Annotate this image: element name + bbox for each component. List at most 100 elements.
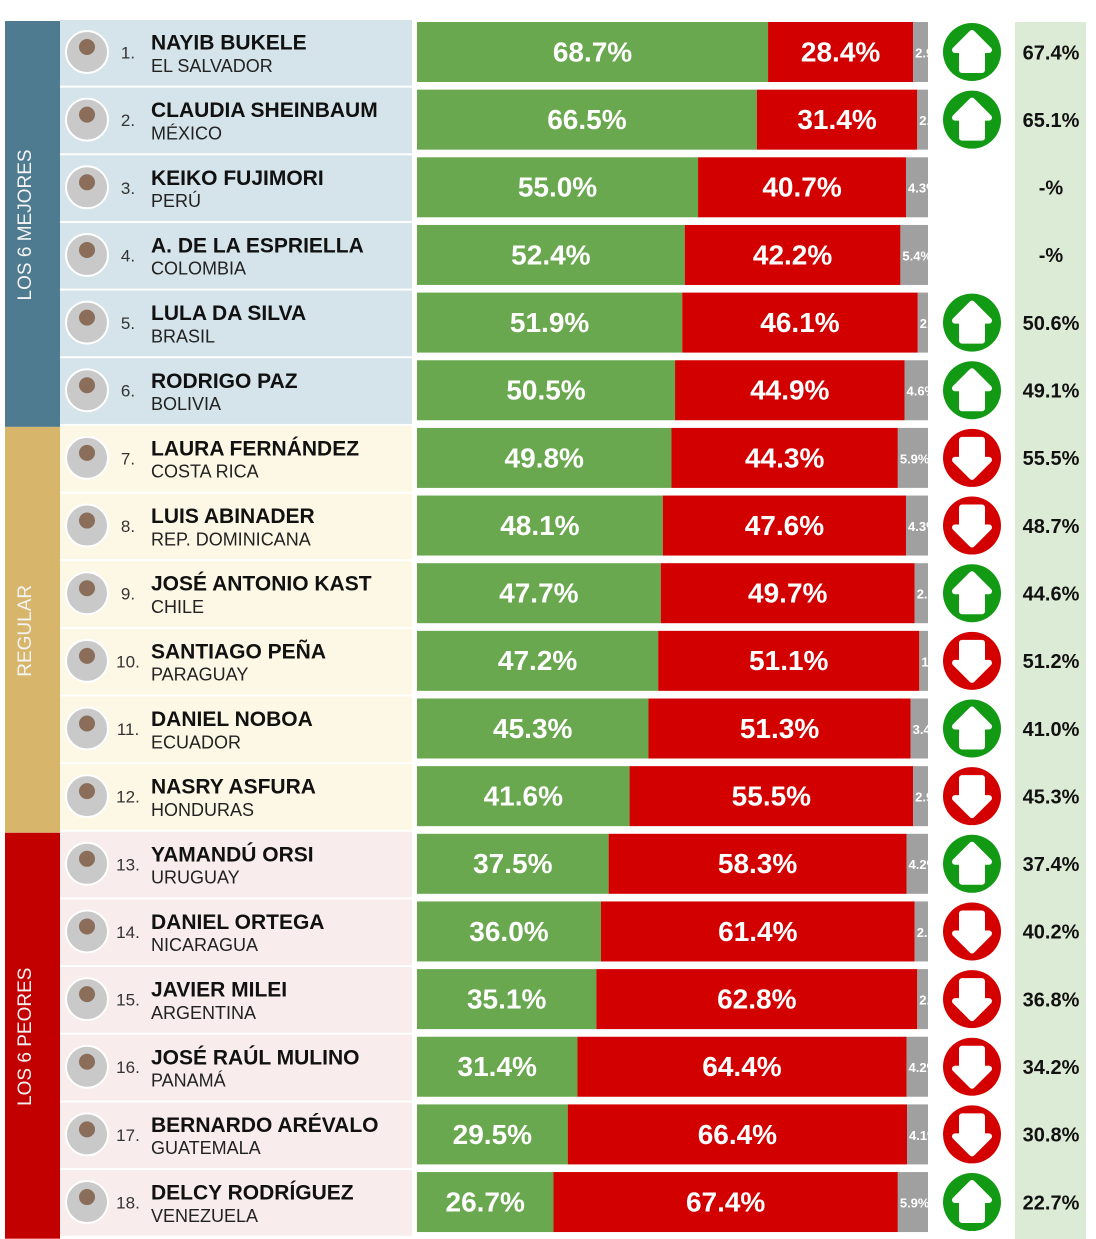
bar-label: 44.3% (745, 442, 824, 473)
leader-name: NAYIB BUKELE (151, 32, 307, 55)
leader-name: DELCY RODRÍGUEZ (151, 1182, 354, 1205)
country: GUATEMALA (151, 1138, 261, 1158)
previous-value: -% (1039, 245, 1064, 267)
photo-head (79, 241, 95, 258)
country: EL SALVADOR (151, 56, 273, 76)
leader-name: CLAUDIA SHEINBAUM (151, 99, 378, 122)
photo-head (79, 444, 95, 461)
rank: 15. (116, 991, 140, 1010)
photo-head (79, 580, 95, 597)
bar-label-small: 4.3% (908, 181, 938, 196)
bar-label: 51.3% (740, 713, 819, 744)
bar-label: 51.1% (749, 645, 828, 676)
bar-segment (914, 563, 928, 624)
bar-label: 52.4% (511, 239, 590, 270)
rank: 6. (121, 382, 135, 401)
previous-value: 30.8% (1023, 1125, 1080, 1147)
previous-value: 51.2% (1023, 651, 1080, 673)
rank: 13. (116, 855, 140, 874)
photo-head (79, 1121, 95, 1138)
previous-value: 65.1% (1023, 110, 1080, 132)
group-label: REGULAR (15, 585, 36, 677)
photo-head (79, 309, 95, 326)
previous-value: 34.2% (1023, 1057, 1080, 1079)
bar-label: 49.7% (748, 578, 827, 609)
group-band (5, 426, 60, 833)
bar-segment (417, 360, 676, 421)
bar-label: 55.5% (732, 781, 811, 812)
bar-segment (577, 1036, 907, 1097)
leader-name: KEIKO FUJIMORI (151, 167, 324, 190)
group-band (5, 832, 60, 1239)
photo-head (79, 1189, 95, 1206)
leader-name: NASRY ASFURA (151, 776, 316, 799)
rank: 1. (121, 43, 135, 62)
bar-segment (417, 427, 672, 488)
bar-label: 44.9% (750, 375, 829, 406)
bar-segment (417, 1104, 568, 1165)
country: PERÚ (151, 190, 201, 211)
row-bg (60, 831, 412, 898)
bar-segment (553, 1172, 898, 1233)
bar-label-small: 2.6% (917, 925, 947, 940)
photo-head (79, 647, 95, 664)
rank: 9. (121, 585, 135, 604)
trend-arrow-body (955, 981, 989, 1019)
row-bg (60, 764, 412, 830)
trend-arrow-body (955, 844, 989, 882)
rank: 11. (117, 720, 139, 739)
bar-segment (917, 89, 928, 150)
country: HONDURAS (151, 800, 254, 820)
leader-name: DANIEL NOBOA (151, 708, 313, 731)
bar-segment (682, 292, 918, 353)
bar-label: 36.0% (469, 916, 548, 947)
rank: 8. (121, 517, 135, 536)
rank: 17. (116, 1126, 140, 1145)
bar-segment (913, 766, 928, 827)
rank: 14. (116, 923, 140, 942)
country: REP. DOMINICANA (151, 529, 311, 549)
bar-label-small: 2.9% (915, 790, 945, 805)
bar-segment (417, 766, 630, 827)
trend-arrow-body (955, 100, 989, 138)
row-bg (60, 155, 412, 221)
bar-segment (907, 1104, 928, 1165)
previous-value: 36.8% (1023, 989, 1080, 1011)
photo-head (79, 918, 95, 935)
trend-arrow-body (955, 303, 989, 341)
bar-segment (671, 427, 898, 488)
previous-value: 37.4% (1023, 854, 1080, 876)
bar-label-small: 5.9% (900, 451, 930, 466)
bar-segment (906, 157, 928, 218)
bar-label: 51.9% (510, 307, 589, 338)
bar-segment (914, 901, 928, 962)
bar-segment (417, 292, 683, 353)
leader-name: A. DE LA ESPRIELLA (151, 234, 364, 257)
country: MÉXICO (151, 123, 222, 143)
previous-value: 44.6% (1023, 583, 1080, 605)
previous-value: 55.5% (1023, 448, 1080, 470)
trend-arrow-body (955, 778, 989, 816)
bar-segment (756, 89, 918, 150)
leader-name: BERNARDO ARÉVALO (151, 1114, 379, 1137)
bar-label-small: 5.9% (900, 1195, 930, 1210)
leader-name: SANTIAGO PEÑA (151, 640, 326, 663)
country: ECUADOR (151, 732, 241, 752)
bar-label-small: 2.0% (920, 316, 950, 331)
previous-column-bg (1015, 22, 1086, 1239)
bar-label: 31.4% (458, 1051, 537, 1082)
bar-label-small: 2.6% (917, 587, 947, 602)
photo-head (79, 715, 95, 732)
bar-segment (608, 833, 907, 894)
bar-label: 68.7% (553, 36, 632, 67)
bar-label: 58.3% (718, 848, 797, 879)
bar-label: 62.8% (717, 983, 796, 1014)
bar-label: 41.6% (484, 781, 563, 812)
bar-label: 26.7% (446, 1186, 525, 1217)
leader-name: RODRIGO PAZ (151, 370, 298, 393)
leader-name: JAVIER MILEI (151, 979, 287, 1002)
bar-segment (417, 495, 663, 556)
bar-segment (417, 563, 661, 624)
bar-segment (567, 1104, 908, 1165)
